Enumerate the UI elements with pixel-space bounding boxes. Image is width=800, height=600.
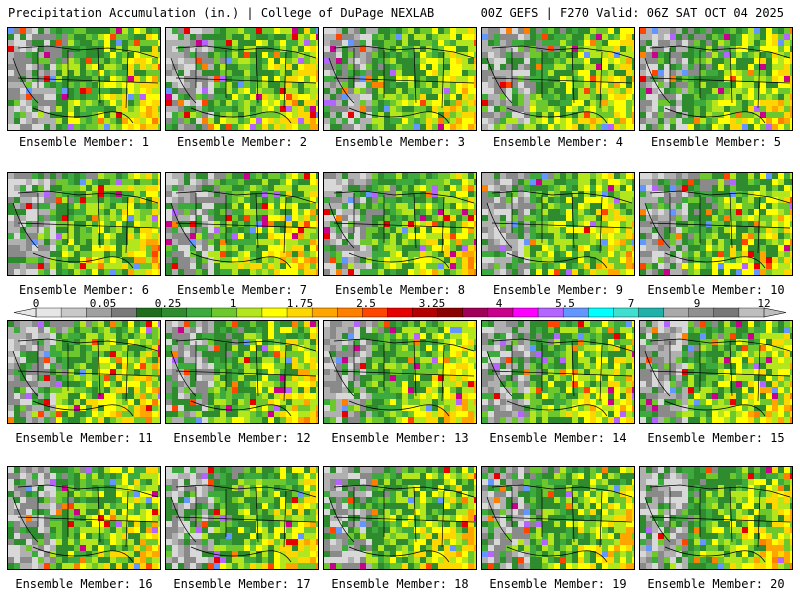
ensemble-member-panel (481, 466, 635, 570)
ensemble-member-panel (323, 172, 477, 276)
precip-field-map (8, 28, 160, 130)
color-scale-swatch (663, 307, 690, 318)
ensemble-member-panel (7, 172, 161, 276)
ensemble-member-panel (639, 466, 793, 570)
precip-field-map (166, 28, 318, 130)
precip-field-map (482, 467, 634, 569)
ensemble-member-panel (481, 27, 635, 131)
scale-tick-label: 3.25 (418, 297, 446, 310)
ensemble-member-panel (7, 466, 161, 570)
scale-tick-label: 7 (627, 297, 635, 310)
ensemble-member-panel (481, 320, 635, 424)
ensemble-member-panel (7, 320, 161, 424)
scale-tick-label: 0.25 (154, 297, 182, 310)
precip-field-map (8, 321, 160, 423)
precip-field-map (324, 321, 476, 423)
ensemble-member-label: Ensemble Member: 10 (647, 283, 785, 297)
color-scale-swatch (688, 307, 715, 318)
scale-tick-label: 0.05 (89, 297, 117, 310)
color-scale-swatch (512, 307, 539, 318)
ensemble-member-panel (323, 320, 477, 424)
ensemble-member-panel (481, 172, 635, 276)
precip-field-map (8, 173, 160, 275)
scale-tick-label: 9 (693, 297, 701, 310)
color-scale-swatch (387, 307, 414, 318)
ensemble-member-label: Ensemble Member: 12 (173, 431, 311, 445)
precip-field-map (324, 173, 476, 275)
ensemble-member-label: Ensemble Member: 5 (650, 135, 782, 149)
scale-right-arrow (763, 307, 787, 318)
precip-field-map (166, 321, 318, 423)
ensemble-member-label: Ensemble Member: 17 (173, 577, 311, 591)
ensemble-member-label: Ensemble Member: 9 (492, 283, 624, 297)
precip-field-map (8, 467, 160, 569)
color-scale-swatch (588, 307, 615, 318)
precip-field-map (640, 173, 792, 275)
ensemble-member-label: Ensemble Member: 13 (331, 431, 469, 445)
ensemble-member-panel (639, 27, 793, 131)
precip-field-map (640, 467, 792, 569)
precip-field-map (482, 28, 634, 130)
precip-field-map (166, 467, 318, 569)
ensemble-member-label: Ensemble Member: 8 (334, 283, 466, 297)
color-scale-swatch (236, 307, 263, 318)
ensemble-member-panel (7, 27, 161, 131)
scale-tick-label: 4 (495, 297, 503, 310)
precip-field-map (166, 173, 318, 275)
ensemble-member-panel (165, 27, 319, 131)
ensemble-member-label: Ensemble Member: 1 (18, 135, 150, 149)
scale-tick-label: 5.5 (555, 297, 575, 310)
color-scale-swatch (638, 307, 665, 318)
color-scale-swatch (613, 307, 640, 318)
color-scale-swatch (35, 307, 62, 318)
ensemble-member-label: Ensemble Member: 11 (15, 431, 153, 445)
ensemble-member-panel (639, 320, 793, 424)
precip-field-map (482, 321, 634, 423)
ensemble-member-panel (323, 466, 477, 570)
ensemble-member-panel (165, 172, 319, 276)
color-scale-swatch (60, 307, 87, 318)
scale-tick-label: 1 (229, 297, 237, 310)
color-scale-swatch (713, 307, 740, 318)
color-scale-swatch (261, 307, 288, 318)
ensemble-member-label: Ensemble Member: 3 (334, 135, 466, 149)
ensemble-member-panel (165, 320, 319, 424)
scale-tick-label: 12 (757, 297, 771, 310)
scale-tick-label: 2.5 (356, 297, 376, 310)
ensemble-member-label: Ensemble Member: 7 (176, 283, 308, 297)
run-valid-time: 00Z GEFS | F270 Valid: 06Z SAT OCT 04 20… (480, 6, 784, 20)
scale-left-arrow (13, 307, 37, 318)
color-scale-swatch (186, 307, 213, 318)
ensemble-member-label: Ensemble Member: 19 (489, 577, 627, 591)
ensemble-member-label: Ensemble Member: 15 (647, 431, 785, 445)
precip-field-map (482, 173, 634, 275)
precip-field-map (324, 467, 476, 569)
ensemble-member-panel (639, 172, 793, 276)
ensemble-member-label: Ensemble Member: 4 (492, 135, 624, 149)
ensemble-member-label: Ensemble Member: 14 (489, 431, 627, 445)
color-scale-swatch (462, 307, 489, 318)
color-scale-swatch (311, 307, 338, 318)
ensemble-member-label: Ensemble Member: 16 (15, 577, 153, 591)
color-scale-bar (0, 296, 800, 320)
map-title: Precipitation Accumulation (in.) | Colle… (8, 6, 435, 20)
ensemble-member-label: Ensemble Member: 6 (18, 283, 150, 297)
precip-field-map (640, 321, 792, 423)
precip-field-map (324, 28, 476, 130)
ensemble-member-label: Ensemble Member: 18 (331, 577, 469, 591)
scale-tick-label: 0 (32, 297, 40, 310)
precip-field-map (640, 28, 792, 130)
ensemble-member-label: Ensemble Member: 2 (176, 135, 308, 149)
ensemble-member-panel (323, 27, 477, 131)
scale-tick-label: 1.75 (286, 297, 314, 310)
ensemble-member-panel (165, 466, 319, 570)
ensemble-member-label: Ensemble Member: 20 (647, 577, 785, 591)
